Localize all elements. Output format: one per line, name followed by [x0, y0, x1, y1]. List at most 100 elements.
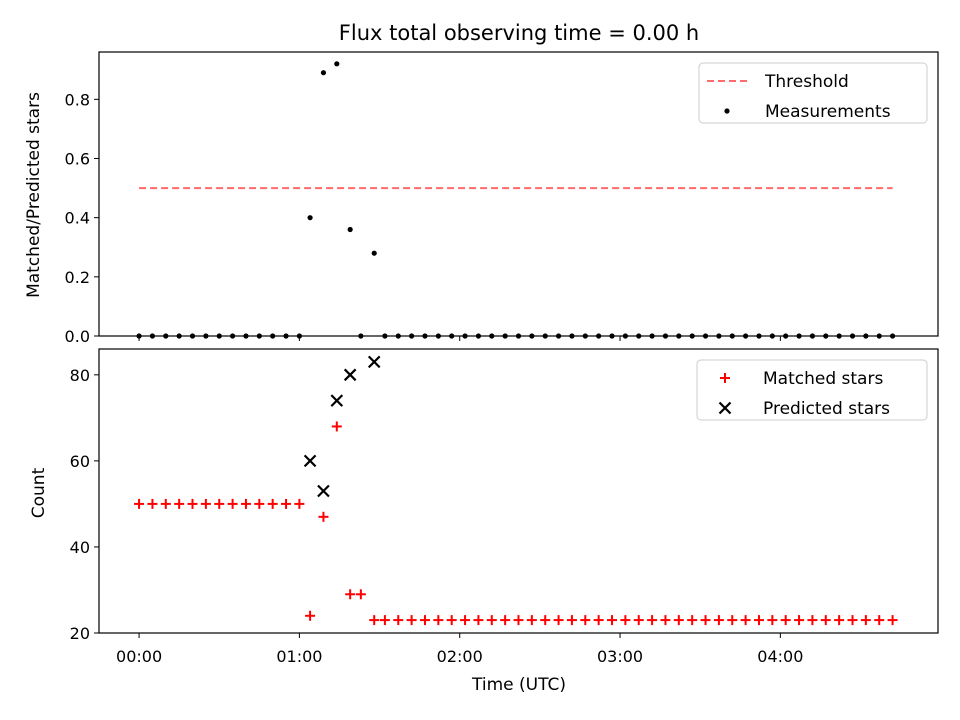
- x-stroke-2: [343, 368, 357, 382]
- measurement-point: [649, 333, 655, 339]
- measurement-point: [334, 61, 340, 67]
- matched-star-point: [820, 615, 831, 626]
- measurement-point: [189, 333, 196, 339]
- measurement-point: [358, 333, 364, 339]
- x-stroke-2: [330, 394, 344, 407]
- measurement-point: [229, 333, 236, 339]
- x-tick-label: 01:00: [276, 647, 322, 666]
- measurement-point: [756, 333, 762, 339]
- measurement-point: [555, 333, 562, 339]
- matched-star-point: [847, 615, 858, 626]
- measurement-point: [371, 250, 377, 256]
- legend-box: [698, 62, 928, 124]
- matched-star-point: [318, 511, 329, 522]
- measurement-point: [796, 333, 802, 339]
- measurement-point: [489, 333, 495, 339]
- measurement-point: [609, 333, 615, 339]
- matched-star-point: [147, 498, 158, 509]
- matched-star-point: [620, 615, 631, 626]
- legend-label: Measurements: [765, 102, 891, 122]
- y-tick-label: 80: [70, 366, 90, 385]
- measurement-point: [836, 333, 842, 339]
- measurement-point: [435, 333, 441, 339]
- measurement-point: [729, 333, 735, 339]
- y-tick-label: 40: [70, 538, 90, 557]
- measurement-point: [809, 333, 816, 339]
- x-tick-label: 00:00: [116, 647, 162, 666]
- measurement-point: [256, 333, 262, 339]
- measurement-point: [823, 333, 829, 339]
- matched-star-point: [687, 615, 698, 626]
- matched-star-point: [874, 615, 885, 626]
- matched-star-point: [740, 615, 751, 626]
- matched-star-point: [540, 615, 551, 626]
- measurement-point: [283, 333, 289, 339]
- matched-star-point: [294, 498, 305, 509]
- measurement-point: [676, 333, 682, 339]
- legend-label: Threshold: [764, 72, 849, 92]
- matched-star-point: [305, 610, 316, 621]
- matched-star-point: [473, 615, 484, 626]
- measurement-point: [449, 333, 455, 339]
- matched-star-point: [660, 615, 671, 626]
- measurement-point: [702, 333, 709, 339]
- matched-star-point: [767, 615, 778, 626]
- bottom-y-axis-label: Count: [29, 467, 49, 518]
- matched-star-point: [267, 498, 278, 509]
- measurement-point: [636, 333, 642, 339]
- matched-star-point: [369, 615, 380, 626]
- measurement-point: [203, 333, 209, 339]
- measurement-point: [409, 333, 415, 339]
- measurement-point: [395, 333, 401, 339]
- matched-star-point: [187, 498, 198, 509]
- measurement-point: [136, 333, 142, 339]
- legend-measurement-swatch: [724, 108, 730, 114]
- measurement-point: [462, 333, 468, 339]
- matched-star-point: [486, 615, 497, 626]
- matched-star-point: [345, 589, 356, 600]
- matched-star-point: [607, 615, 618, 626]
- measurement-point: [270, 333, 276, 339]
- measurement-point: [149, 333, 156, 339]
- y-tick-label: 0.0: [65, 327, 90, 346]
- legend: Threshold Measurements: [698, 62, 928, 124]
- matched-star-point: [134, 498, 145, 509]
- measurement-point: [863, 333, 869, 339]
- matched-star-point: [446, 615, 457, 626]
- matched-star-point: [647, 615, 658, 626]
- y-tick-label: 0.6: [65, 150, 90, 169]
- matched-star-point: [513, 615, 524, 626]
- x-stroke-2: [317, 484, 330, 498]
- y-tick-label: 0.8: [65, 90, 90, 109]
- measurement-point: [216, 333, 222, 339]
- matched-star-point: [673, 615, 684, 626]
- matched-star-point: [460, 615, 471, 626]
- matched-star-point: [753, 615, 764, 626]
- measurement-point: [743, 333, 749, 339]
- x-stroke-2: [367, 355, 381, 369]
- measurement-point: [689, 333, 695, 339]
- measurement-point: [849, 333, 856, 339]
- matched-star-point: [160, 498, 171, 509]
- matched-star-point: [860, 615, 871, 626]
- matched-star-point: [807, 615, 818, 626]
- measurement-point: [475, 333, 482, 339]
- measurement-point: [347, 226, 353, 233]
- matched-star-point: [174, 498, 185, 509]
- x-tick-label: 03:00: [597, 647, 643, 666]
- matched-star-point: [254, 498, 265, 509]
- predicted-star-point: [367, 355, 381, 369]
- matched-star-point: [227, 498, 238, 509]
- chart-title: Flux total observing time = 0.00 h: [339, 21, 699, 45]
- measurement-point: [769, 333, 775, 339]
- measurement-point: [296, 333, 302, 339]
- plot-frame: [98, 348, 939, 634]
- measurement-point: [176, 333, 182, 339]
- predicted-star-point: [317, 484, 330, 498]
- matched-star-point: [633, 615, 644, 626]
- y-tick-label: 0.2: [65, 268, 90, 287]
- predicted-star-point: [303, 454, 317, 468]
- legend: Matched stars Predicted stars: [696, 359, 928, 421]
- measurement-point: [622, 333, 628, 339]
